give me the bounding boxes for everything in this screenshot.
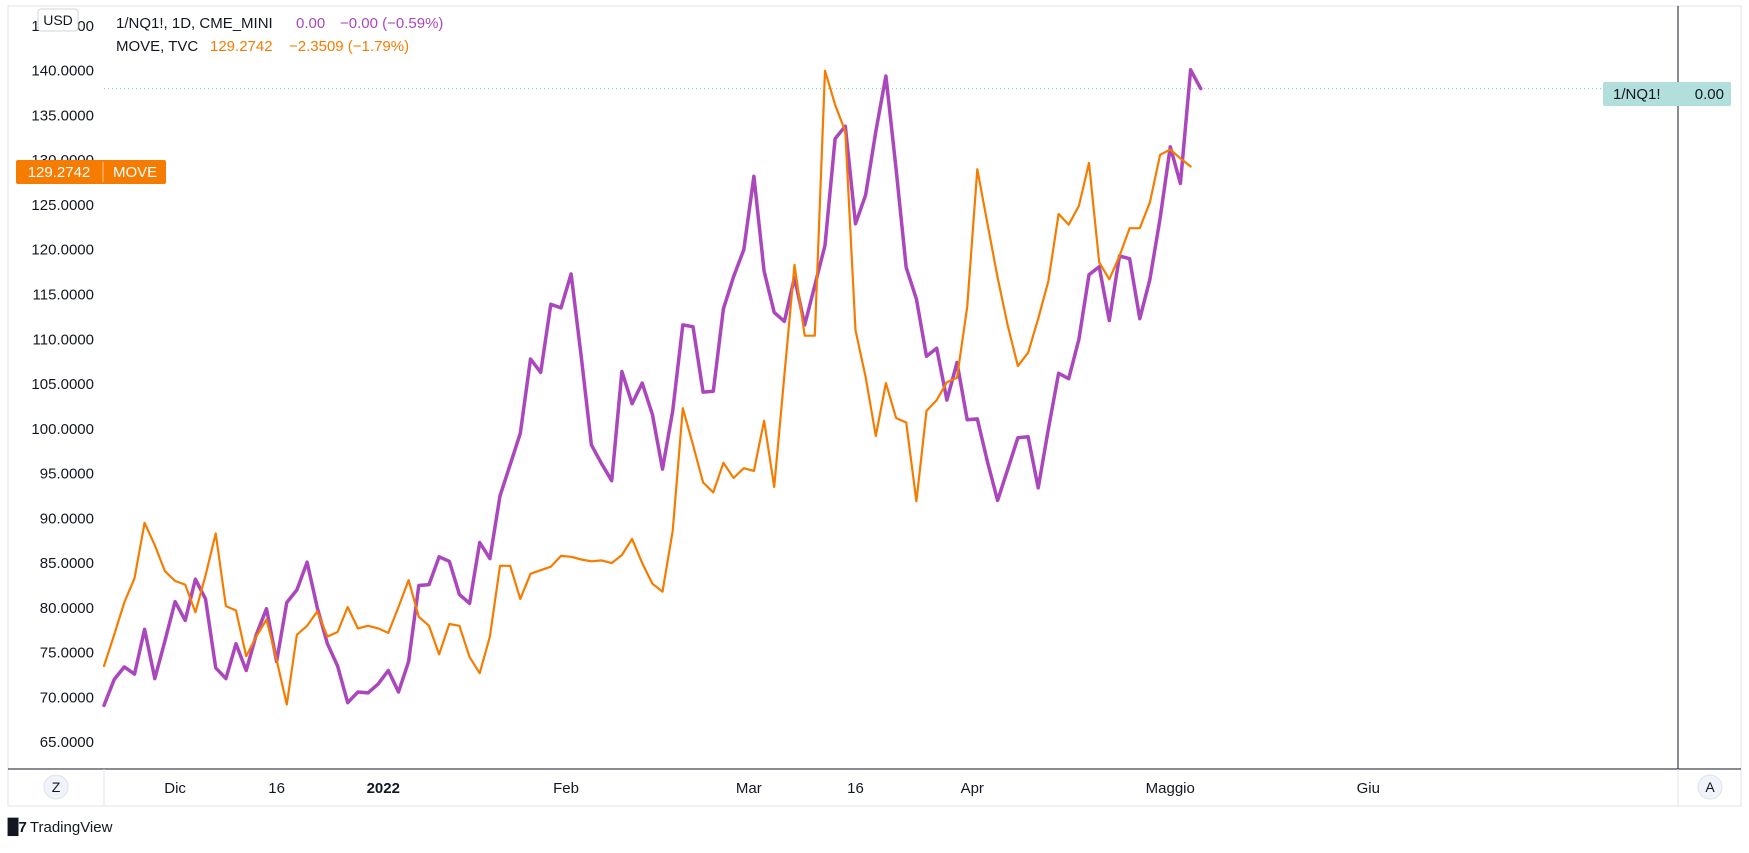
a-button-bg xyxy=(1697,774,1723,800)
y-tick-label: 85.0000 xyxy=(40,555,94,572)
a-button-label: A xyxy=(1705,779,1715,795)
nq-badge-name: 1/NQ1! xyxy=(1613,86,1661,103)
currency-selector[interactable]: USD xyxy=(37,8,79,32)
x-tick-label: 16 xyxy=(847,780,864,797)
series-line-1-nq1-[interactable] xyxy=(102,68,1203,708)
timezone-button[interactable]: Z xyxy=(43,774,69,800)
nq-price-badge: 1/NQ1! 0.00 xyxy=(1603,82,1731,106)
currency-label: USD xyxy=(43,12,73,28)
x-tick-label: Feb xyxy=(553,780,579,797)
y-tick-label: 140.0000 xyxy=(31,63,94,80)
x-tick-label: 2022 xyxy=(367,780,400,797)
x-tick-label: Maggio xyxy=(1146,780,1195,797)
y-tick-label: 90.0000 xyxy=(40,510,94,527)
y-tick-label: 95.0000 xyxy=(40,466,94,483)
y-tick-label: 135.0000 xyxy=(31,107,94,124)
nq-badge-value: 0.00 xyxy=(1695,86,1724,103)
y-tick-label: 105.0000 xyxy=(31,376,94,393)
y-tick-label: 70.0000 xyxy=(40,689,94,706)
auto-scale-button[interactable]: A xyxy=(1697,774,1723,800)
x-axis: Dic 16 2022 Feb Mar 16 Apr Maggio Giu xyxy=(164,780,1380,797)
z-button-label: Z xyxy=(52,779,61,795)
legend-move-value: 129.2742 xyxy=(210,38,273,55)
chart-frame xyxy=(7,5,1742,807)
y-tick-label: 115.0000 xyxy=(33,286,94,303)
move-badge-value: 129.2742 xyxy=(28,164,91,181)
legend-move-symbol[interactable]: MOVE, TVC xyxy=(116,38,198,55)
move-price-badge: 129.2742 MOVE xyxy=(16,160,166,184)
brand[interactable]: ▉7 TradingView xyxy=(8,818,113,837)
legend-move-change: −2.3509 (−1.79%) xyxy=(289,38,409,55)
legend-nq-symbol[interactable]: 1/NQ1!, 1D, CME_MINI xyxy=(116,15,273,32)
x-tick-label: Giu xyxy=(1357,780,1380,797)
y-tick-label: 100.0000 xyxy=(31,421,94,438)
nq-badge-bg xyxy=(1603,82,1731,106)
x-tick-label: 16 xyxy=(268,780,285,797)
x-tick-label: Apr xyxy=(961,780,984,797)
move-badge-name: MOVE xyxy=(113,164,157,181)
legend: 1/NQ1!, 1D, CME_MINI 0.00 −0.00 (−0.59%)… xyxy=(116,15,443,55)
y-tick-label: 110.0000 xyxy=(33,331,94,348)
move-badge-bg xyxy=(16,160,166,184)
y-tick-label: 80.0000 xyxy=(40,600,94,617)
y-tick-label: 125.0000 xyxy=(31,197,94,214)
legend-nq-value: 0.00 xyxy=(296,15,325,32)
y-tick-label: 75.0000 xyxy=(40,645,94,662)
x-tick-label: Dic xyxy=(164,780,186,797)
tradingview-logo-icon: ▉7 xyxy=(8,819,27,836)
y-tick-label: 120.0000 xyxy=(31,242,94,259)
series-line-move[interactable] xyxy=(102,69,1192,706)
y-tick-label: 65.0000 xyxy=(40,734,94,751)
currency-box xyxy=(37,8,79,32)
x-tick-label: Mar xyxy=(736,780,762,797)
plot-area[interactable] xyxy=(102,68,1203,708)
z-button-bg xyxy=(43,774,69,800)
legend-nq-change: −0.00 (−0.59%) xyxy=(340,15,443,32)
brand-name: TradingView xyxy=(29,818,113,836)
